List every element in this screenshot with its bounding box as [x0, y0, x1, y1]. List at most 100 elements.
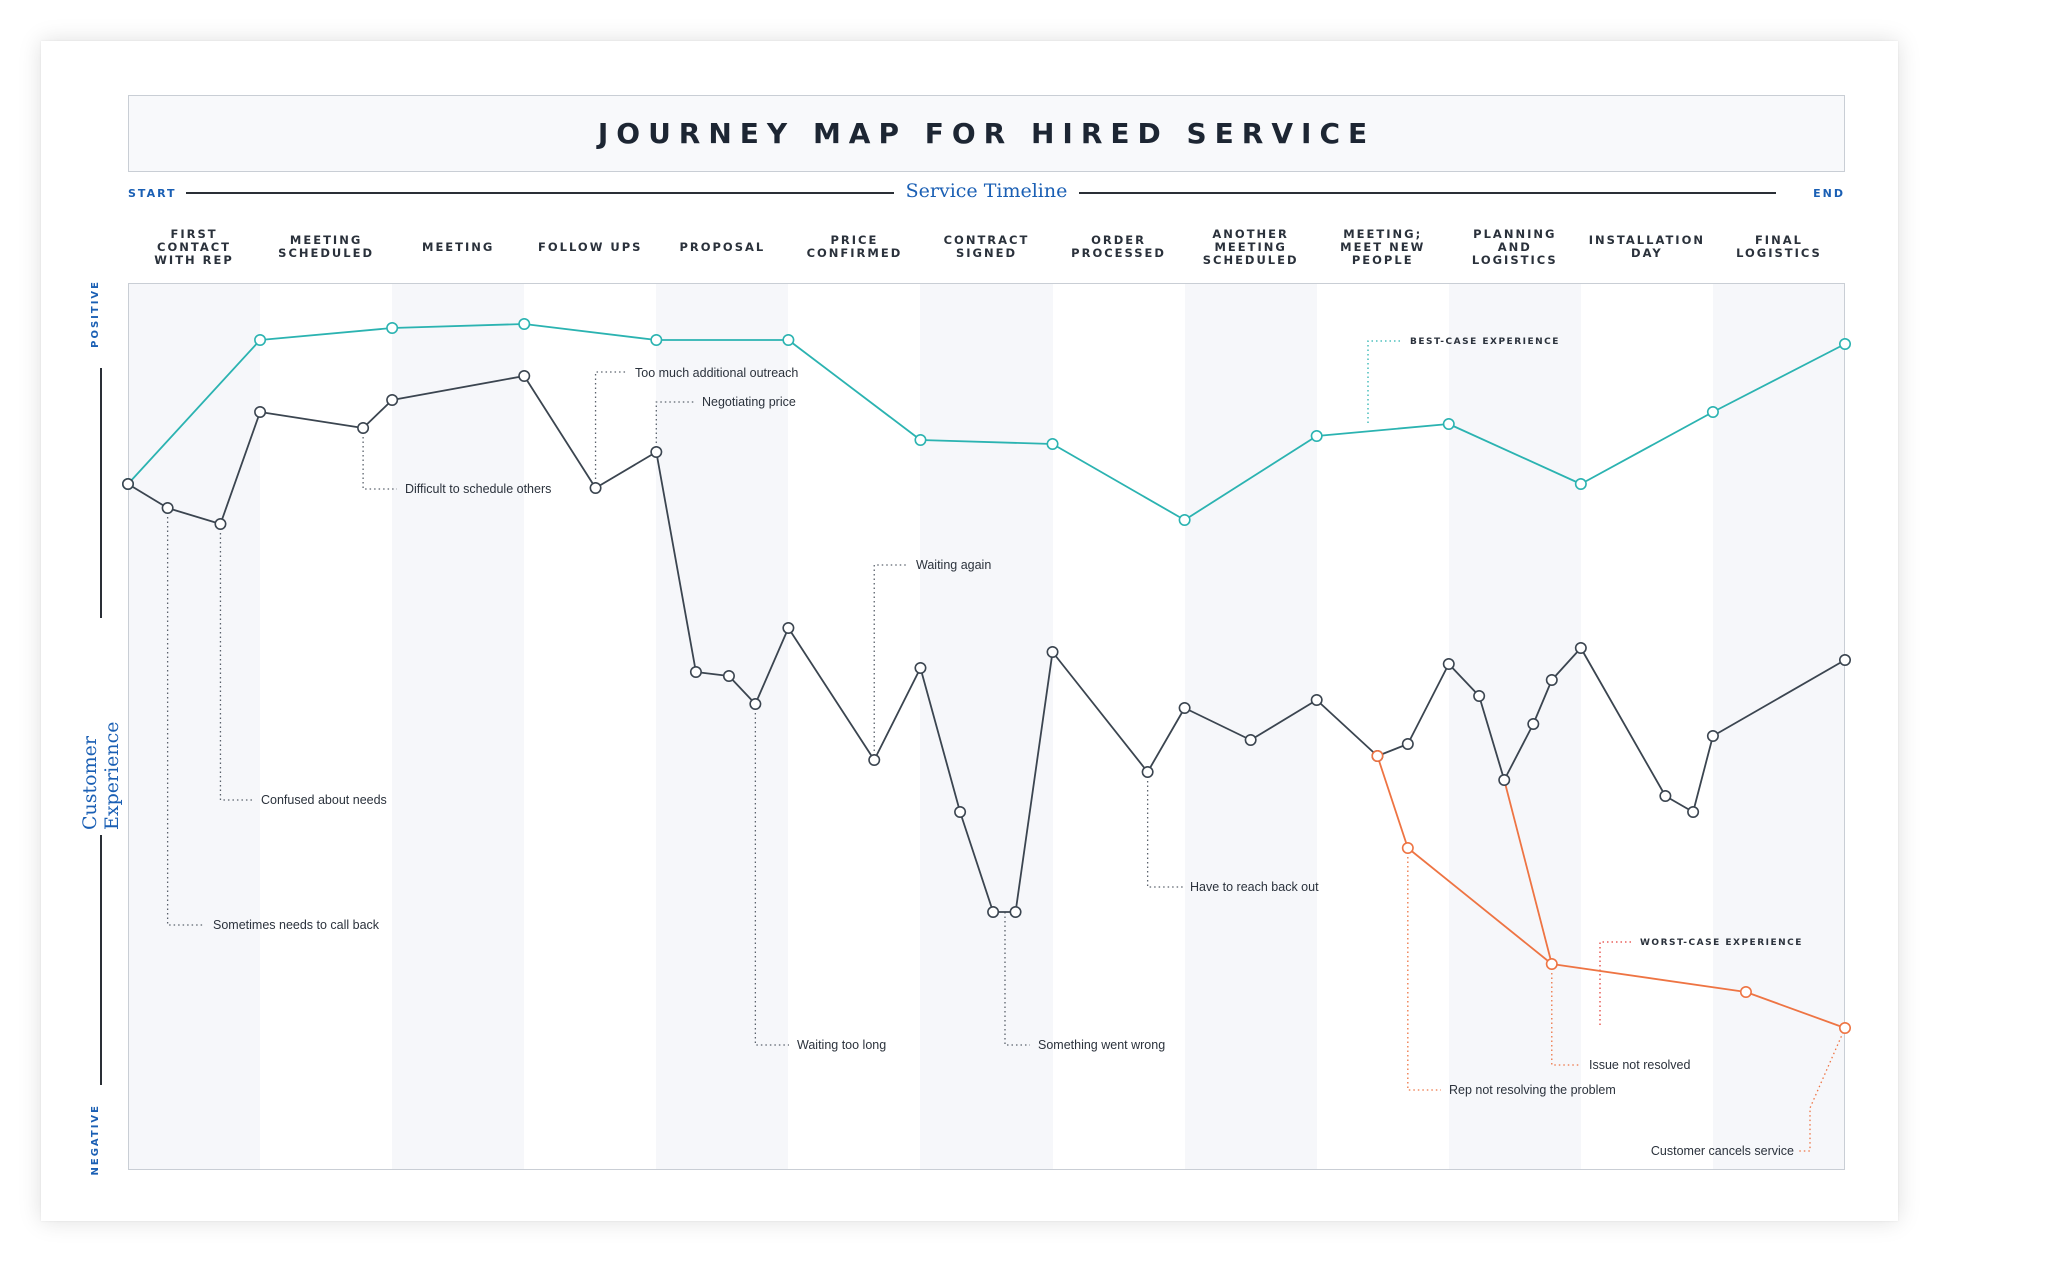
phase-13: FINAL LOGISTICS	[1736, 233, 1822, 260]
annotation-leader	[655, 401, 694, 452]
best-case-point	[1706, 405, 1719, 418]
typical-point	[589, 481, 602, 494]
typical-point	[1498, 773, 1511, 786]
customer-experience-axis: POSITIVE Customer Experience NEGATIVE	[79, 280, 123, 1175]
axis-rule-bottom	[100, 835, 102, 1085]
typical-point	[1706, 729, 1719, 742]
worst-case-point	[1401, 841, 1414, 854]
best-case-point	[782, 333, 795, 346]
best-case-point	[1574, 477, 1587, 490]
phase-5: PROPOSAL	[679, 239, 766, 254]
annotation-label: Confused about needs	[261, 793, 387, 807]
typical-point	[1244, 733, 1257, 746]
typical-point	[722, 669, 735, 682]
phase-2: MEETING SCHEDULED	[278, 233, 374, 260]
typical-point	[749, 697, 762, 710]
best-case-point	[1310, 429, 1323, 442]
annotation-label: Customer cancels service	[1651, 1144, 1794, 1158]
phase-6: PRICE CONFIRMED	[806, 233, 903, 260]
best-case-point	[386, 321, 399, 334]
typical-point	[1545, 673, 1558, 686]
worst-case-line	[1376, 755, 1846, 1029]
annotation-leader	[1599, 941, 1632, 1025]
title-banner: JOURNEY MAP FOR HIRED SERVICE	[128, 95, 1845, 172]
phase-header-row: FIRST CONTACT WITH REP MEETING SCHEDULED M…	[128, 212, 1845, 284]
typical-point	[1178, 701, 1191, 714]
annotation-label: Sometimes needs to call back	[213, 918, 380, 932]
annotation-leader	[873, 564, 908, 760]
annotation-leader	[1551, 964, 1581, 1066]
phase-band	[920, 284, 1053, 1169]
typical-point	[161, 501, 174, 514]
typical-point	[689, 665, 702, 678]
phase-10: MEETING; MEET NEW PEOPLE	[1340, 226, 1426, 267]
typical-point	[214, 517, 227, 530]
annotation-label: Rep not resolving the problem	[1449, 1083, 1616, 1097]
annotation-leader	[1367, 340, 1402, 423]
phase-4: FOLLOW UPS	[538, 239, 643, 254]
timeline-label: Service Timeline	[893, 180, 1080, 202]
typical-point	[254, 405, 267, 418]
typical-point	[1401, 737, 1414, 750]
best-case-point	[914, 433, 927, 446]
best-case-line	[127, 323, 1846, 521]
annotation-leader	[166, 508, 205, 926]
typical-point	[1574, 641, 1587, 654]
series-label: BEST-CASE EXPERIENCE	[1410, 337, 1560, 347]
timeline-end-label: END	[1813, 187, 1845, 200]
typical-point	[914, 661, 927, 674]
typical-point	[868, 753, 881, 766]
typical-point	[1473, 689, 1486, 702]
axis-rule-top	[100, 368, 102, 618]
annotation-label: Waiting again	[916, 558, 991, 572]
typical-point	[1442, 657, 1455, 670]
typical-point	[987, 905, 1000, 918]
phase-band	[128, 284, 261, 1169]
typical-point	[954, 805, 967, 818]
typical-point	[1009, 905, 1022, 918]
typical-point	[782, 621, 795, 634]
phase-band	[656, 284, 789, 1169]
phase-3: MEETING	[422, 239, 495, 254]
typical-point	[1310, 693, 1323, 706]
worst-case-point	[1739, 985, 1752, 998]
annotation-label: Negotiating price	[702, 395, 796, 409]
best-case-point	[254, 333, 267, 346]
worst-case-point	[1839, 1021, 1852, 1034]
typical-point	[1839, 653, 1852, 666]
annotation-label: Issue not resolved	[1589, 1058, 1690, 1072]
phase-12: INSTALLATION DAY	[1588, 233, 1705, 260]
best-case-point	[518, 317, 531, 330]
timeline-start-label: START	[128, 187, 177, 200]
phase-8: ORDER PROCESSED	[1071, 233, 1166, 260]
worst-case-point	[1545, 957, 1558, 970]
page-title: JOURNEY MAP FOR HIRED SERVICE	[597, 117, 1376, 150]
typical-line	[127, 375, 1846, 913]
typical-point	[357, 421, 370, 434]
phase-band	[1184, 284, 1317, 1169]
annotation-leader	[1004, 912, 1030, 1046]
typical-point	[518, 369, 531, 382]
annotation-leader	[1146, 772, 1183, 888]
annotation-label: Have to reach back out	[1190, 880, 1319, 894]
service-timeline: Service Timeline START END	[128, 180, 1845, 206]
phase-7: CONTRACT SIGNED	[943, 233, 1030, 260]
best-case-point	[1839, 337, 1852, 350]
annotation-label: Too much additional outreach	[635, 366, 798, 380]
typical-point	[1141, 765, 1154, 778]
typical-point	[1527, 717, 1540, 730]
typical-point	[1659, 789, 1672, 802]
annotation-label: Difficult to schedule others	[405, 482, 551, 496]
typical-point	[650, 445, 663, 458]
phase-11: PLANNING AND LOGISTICS	[1471, 226, 1558, 267]
best-case-point	[1442, 417, 1455, 430]
best-case-point	[650, 333, 663, 346]
worst-case-branch-line	[1503, 779, 1553, 965]
annotation-leader	[754, 704, 789, 1046]
best-case-point	[1178, 513, 1191, 526]
series-label: WORST-CASE EXPERIENCE	[1640, 938, 1803, 948]
annotation-leader	[1407, 848, 1441, 1091]
typical-point	[1046, 645, 1059, 658]
annotation-leader	[362, 428, 397, 490]
